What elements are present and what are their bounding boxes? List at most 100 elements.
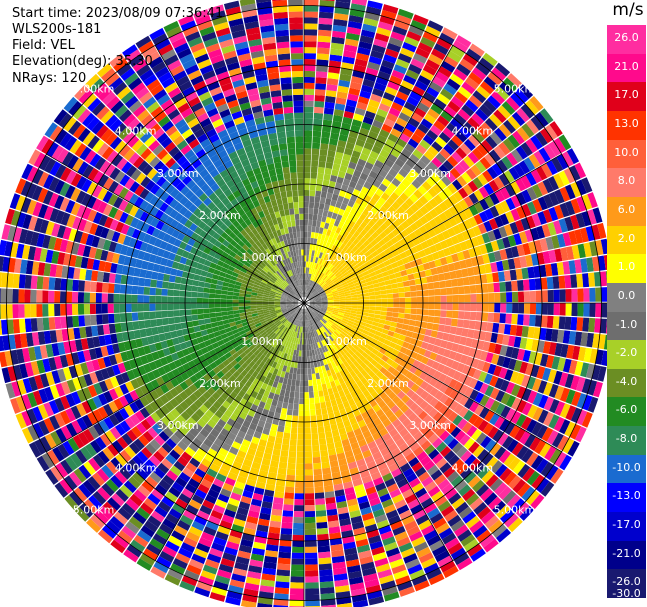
velocity-gate bbox=[340, 67, 353, 76]
velocity-gate bbox=[535, 131, 548, 147]
velocity-gate bbox=[490, 262, 498, 273]
velocity-gate bbox=[537, 196, 548, 211]
velocity-gate bbox=[464, 386, 474, 398]
velocity-gate bbox=[354, 281, 361, 287]
velocity-gate bbox=[430, 330, 438, 338]
velocity-gate bbox=[332, 30, 346, 39]
velocity-gate bbox=[337, 256, 344, 264]
velocity-gate bbox=[342, 116, 353, 125]
velocity-gate bbox=[313, 262, 317, 269]
velocity-gate bbox=[427, 161, 439, 172]
velocity-gate bbox=[293, 403, 299, 410]
velocity-gate bbox=[558, 134, 572, 151]
velocity-gate bbox=[396, 322, 403, 329]
velocity-gate bbox=[527, 326, 535, 339]
velocity-gate bbox=[434, 295, 441, 303]
velocity-gate bbox=[321, 407, 328, 415]
velocity-gate bbox=[304, 516, 316, 524]
velocity-gate bbox=[550, 263, 559, 276]
velocity-gate bbox=[119, 303, 126, 313]
velocity-gate bbox=[125, 285, 133, 294]
velocity-gate bbox=[336, 273, 343, 279]
velocity-gate bbox=[307, 293, 312, 299]
velocity-gate bbox=[431, 76, 446, 88]
velocity-gate bbox=[291, 564, 304, 571]
velocity-gate bbox=[304, 5, 319, 12]
velocity-gate bbox=[197, 314, 205, 320]
velocity-gate bbox=[333, 269, 340, 275]
velocity-gate bbox=[304, 88, 315, 95]
velocity-gate bbox=[397, 351, 405, 360]
velocity-gate bbox=[526, 186, 538, 201]
velocity-gate bbox=[333, 188, 341, 196]
velocity-gate bbox=[388, 37, 404, 48]
velocity-gate bbox=[388, 257, 397, 264]
velocity-gate bbox=[410, 213, 420, 223]
velocity-gate bbox=[391, 163, 402, 173]
velocity-gate bbox=[208, 298, 215, 303]
velocity-gate bbox=[520, 103, 535, 119]
velocity-gate bbox=[314, 307, 321, 311]
velocity-gate bbox=[541, 163, 553, 178]
velocity-gate bbox=[232, 295, 239, 300]
velocity-gate bbox=[343, 288, 350, 293]
velocity-gate bbox=[184, 297, 192, 303]
velocity-gate bbox=[341, 252, 348, 259]
velocity-gate bbox=[542, 367, 552, 381]
velocity-gate bbox=[339, 300, 346, 303]
velocity-gate bbox=[339, 236, 346, 243]
velocity-gate bbox=[346, 240, 353, 248]
velocity-gate bbox=[558, 275, 566, 289]
velocity-gate bbox=[503, 170, 515, 184]
velocity-gate bbox=[331, 225, 338, 233]
velocity-gate bbox=[597, 222, 607, 239]
velocity-gate bbox=[96, 314, 103, 325]
velocity-gate bbox=[315, 304, 322, 306]
velocity-gate bbox=[364, 110, 376, 120]
velocity-gate bbox=[463, 121, 476, 134]
velocity-gate bbox=[520, 142, 533, 157]
velocity-gate bbox=[325, 90, 337, 98]
velocity-gate bbox=[294, 391, 300, 399]
velocity-gate bbox=[278, 461, 288, 469]
velocity-gate bbox=[306, 273, 309, 280]
velocity-gate bbox=[465, 337, 473, 347]
velocity-gate bbox=[281, 516, 293, 523]
velocity-gate bbox=[304, 350, 307, 357]
velocity-gate bbox=[403, 318, 410, 325]
velocity-gate bbox=[316, 220, 321, 228]
velocity-gate bbox=[310, 237, 314, 245]
velocity-gate bbox=[346, 167, 355, 175]
velocity-gate bbox=[396, 206, 406, 215]
velocity-gate bbox=[371, 215, 380, 224]
velocity-gate bbox=[331, 290, 338, 294]
velocity-gate bbox=[317, 166, 325, 174]
velocity-gate bbox=[173, 296, 180, 303]
velocity-gate bbox=[530, 169, 543, 184]
velocity-gate bbox=[474, 392, 485, 404]
velocity-gate bbox=[526, 119, 540, 135]
velocity-gate bbox=[373, 286, 381, 292]
velocity-gate bbox=[495, 86, 510, 101]
velocity-gate bbox=[317, 426, 325, 434]
velocity-gate bbox=[307, 293, 312, 299]
velocity-gate bbox=[284, 426, 291, 434]
velocity-gate bbox=[369, 295, 376, 300]
velocity-gate bbox=[497, 105, 511, 119]
velocity-gate bbox=[480, 139, 493, 153]
velocity-gate bbox=[305, 558, 318, 565]
velocity-gate bbox=[520, 175, 532, 189]
velocity-gate bbox=[414, 320, 422, 328]
velocity-gate bbox=[286, 408, 293, 416]
velocity-gate bbox=[498, 173, 510, 187]
velocity-gate bbox=[324, 261, 330, 268]
velocity-gate bbox=[292, 534, 304, 541]
velocity-gate bbox=[340, 321, 347, 327]
velocity-gate bbox=[322, 228, 328, 235]
velocity-gate bbox=[350, 310, 357, 314]
velocity-gate bbox=[319, 575, 334, 583]
velocity-gate bbox=[499, 249, 508, 261]
velocity-gate bbox=[462, 276, 470, 286]
velocity-gate bbox=[548, 383, 559, 398]
velocity-gate bbox=[376, 340, 384, 348]
